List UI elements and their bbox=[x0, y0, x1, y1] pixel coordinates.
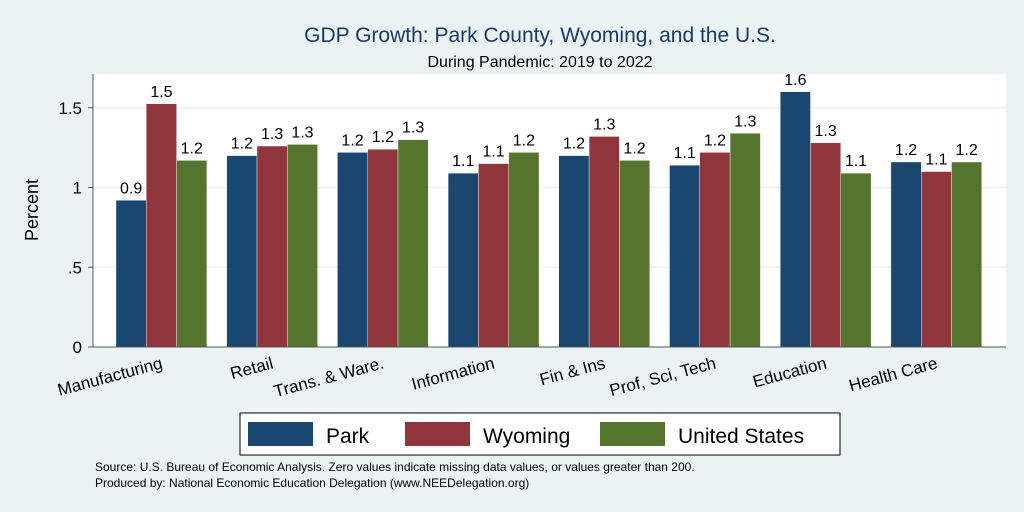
data-label: 1.2 bbox=[704, 132, 726, 149]
bar-park bbox=[447, 172, 479, 348]
y-tick-label: .5 bbox=[68, 258, 82, 277]
legend-label: Wyoming bbox=[483, 425, 570, 448]
data-label: 1.1 bbox=[482, 144, 504, 161]
legend-label: United States bbox=[678, 425, 804, 448]
data-label: 0.9 bbox=[120, 180, 142, 197]
legend: Park Wyoming United States bbox=[239, 412, 841, 456]
bar-wyoming bbox=[367, 149, 399, 348]
data-label: 1.3 bbox=[402, 120, 424, 137]
data-label: 1.2 bbox=[372, 129, 394, 146]
y-axis-label: Percent bbox=[22, 179, 42, 241]
y-tick-label: 0 bbox=[73, 338, 82, 357]
data-label: 1.3 bbox=[734, 113, 756, 130]
bar-united-states bbox=[287, 144, 318, 348]
data-label: 1.3 bbox=[593, 116, 615, 133]
data-label: 1.2 bbox=[181, 140, 203, 157]
chart-subtitle: During Pandemic: 2019 to 2022 bbox=[427, 54, 652, 71]
bar-park bbox=[558, 155, 590, 348]
x-tick-label: Fin & Ins bbox=[538, 354, 608, 390]
bar-wyoming bbox=[478, 163, 509, 348]
chart-title: GDP Growth: Park County, Wyoming, and th… bbox=[304, 24, 776, 47]
data-label: 1.2 bbox=[231, 136, 253, 153]
bar-wyoming bbox=[146, 103, 177, 348]
bar-wyoming bbox=[699, 152, 731, 348]
legend-swatch bbox=[248, 422, 313, 446]
data-label: 1.2 bbox=[563, 136, 585, 153]
bar-wyoming bbox=[921, 171, 952, 348]
data-label: 1.3 bbox=[261, 126, 283, 143]
data-label: 1.2 bbox=[623, 140, 645, 157]
bar-wyoming bbox=[588, 136, 620, 348]
data-label: 1.3 bbox=[291, 124, 313, 141]
x-tick-label: Education bbox=[751, 354, 829, 392]
bar-park bbox=[115, 200, 147, 348]
bar-united-states bbox=[176, 160, 208, 348]
x-tick-label: Prof, Sci, Tech bbox=[607, 354, 717, 401]
x-tick-label: Health Care bbox=[847, 354, 940, 396]
x-tick-label: Trans. & Ware. bbox=[272, 354, 386, 402]
bar-united-states bbox=[619, 160, 650, 348]
data-label: 1.2 bbox=[513, 132, 535, 149]
bar-united-states bbox=[729, 133, 761, 348]
bar-wyoming bbox=[810, 142, 841, 348]
bar-park bbox=[780, 91, 811, 348]
bar-park bbox=[226, 155, 258, 348]
data-label: 1.6 bbox=[784, 72, 806, 89]
legend-label: Park bbox=[326, 425, 370, 448]
bar-park bbox=[669, 164, 700, 348]
data-label: 1.2 bbox=[956, 142, 978, 159]
bar-park bbox=[890, 161, 922, 348]
bar-united-states bbox=[397, 139, 429, 348]
data-label: 1.1 bbox=[674, 145, 696, 162]
bar-wyoming bbox=[256, 145, 288, 348]
x-tick-label: Information bbox=[410, 354, 497, 394]
data-label: 1.2 bbox=[341, 132, 363, 149]
data-label: 1.2 bbox=[895, 142, 917, 159]
data-label: 1.1 bbox=[845, 153, 867, 170]
bar-united-states bbox=[951, 161, 982, 348]
bar-united-states bbox=[840, 172, 872, 348]
data-label: 1.5 bbox=[150, 84, 172, 101]
x-tick-label: Manufacturing bbox=[56, 354, 165, 400]
bar-park bbox=[337, 152, 368, 348]
x-tick-label: Retail bbox=[228, 354, 275, 384]
y-tick-label: 1.5 bbox=[58, 99, 82, 118]
data-label: 1.3 bbox=[815, 123, 837, 140]
y-tick-label: 1 bbox=[73, 179, 82, 198]
legend-swatch bbox=[405, 422, 470, 446]
legend-swatch bbox=[600, 422, 665, 446]
data-label: 1.1 bbox=[452, 153, 474, 170]
bar-united-states bbox=[508, 152, 540, 348]
data-label: 1.1 bbox=[925, 152, 947, 169]
source-note: Source: U.S. Bureau of Economic Analysis… bbox=[95, 460, 695, 474]
produced-by-note: Produced by: National Economic Education… bbox=[95, 476, 529, 490]
